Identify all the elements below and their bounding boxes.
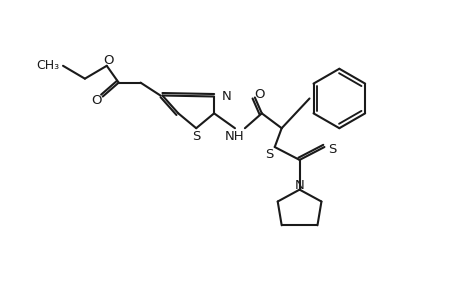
Text: NH: NH	[224, 130, 244, 142]
Text: O: O	[103, 54, 114, 67]
Text: CH₃: CH₃	[36, 59, 59, 72]
Text: O: O	[254, 88, 264, 101]
Text: S: S	[265, 148, 274, 161]
Text: O: O	[91, 94, 102, 107]
Text: S: S	[191, 130, 200, 142]
Text: S: S	[327, 142, 336, 155]
Text: N: N	[222, 90, 231, 103]
Text: N: N	[294, 179, 304, 192]
